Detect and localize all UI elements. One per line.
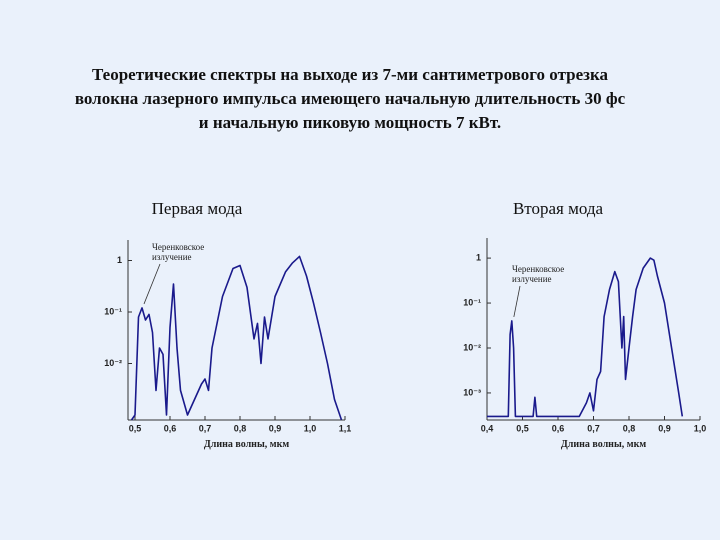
chart-title: Первая мода: [152, 199, 243, 218]
x-tick-label: 0,7: [587, 423, 600, 433]
annotation: излучение: [512, 274, 552, 284]
x-axis-label: Длина волны, мкм: [204, 439, 289, 450]
x-tick-label: 0,8: [234, 423, 247, 433]
annotation: излучение: [152, 252, 192, 262]
y-tick-label: 10⁻¹: [463, 297, 481, 307]
title-line: Теоретические спектры на выходе из 7-ми …: [92, 65, 609, 84]
x-tick-label: 0,9: [269, 423, 282, 433]
annotation-pointer: [143, 263, 161, 305]
x-tick-label: 0,7: [199, 423, 212, 433]
title-line: и начальную пиковую мощность 7 кВт.: [199, 113, 501, 132]
annotation: Черенковское: [152, 242, 204, 252]
x-tick-label: 0,6: [552, 423, 565, 433]
y-tick-label: 10⁻²: [104, 358, 122, 368]
y-tick-label: 10⁻²: [463, 342, 481, 352]
spectrum-line: [130, 255, 343, 421]
x-tick-label: 0,5: [516, 423, 529, 433]
x-axis-label: Длина волны, мкм: [561, 439, 646, 450]
x-tick-label: 0,6: [164, 423, 177, 433]
x-tick-label: 1,0: [304, 423, 317, 433]
y-tick-label: 1: [476, 252, 481, 262]
title-line: волокна лазерного импульса имеющего нача…: [75, 89, 626, 108]
y-tick-label: 10⁻³: [463, 387, 481, 397]
annotation-pointer: [513, 285, 521, 318]
annotation: Черенковское: [512, 264, 564, 274]
spectrum-line: [487, 257, 684, 418]
y-tick-label: 1: [117, 255, 122, 265]
x-tick-label: 0,8: [623, 423, 636, 433]
y-tick-label: 10⁻¹: [104, 306, 122, 316]
x-tick-label: 1,0: [694, 423, 707, 433]
chart-title: Вторая мода: [513, 199, 604, 218]
x-tick-label: 0,4: [481, 423, 494, 433]
x-tick-label: 1,1: [339, 423, 352, 433]
x-tick-label: 0,5: [129, 423, 142, 433]
x-tick-label: 0,9: [658, 423, 671, 433]
